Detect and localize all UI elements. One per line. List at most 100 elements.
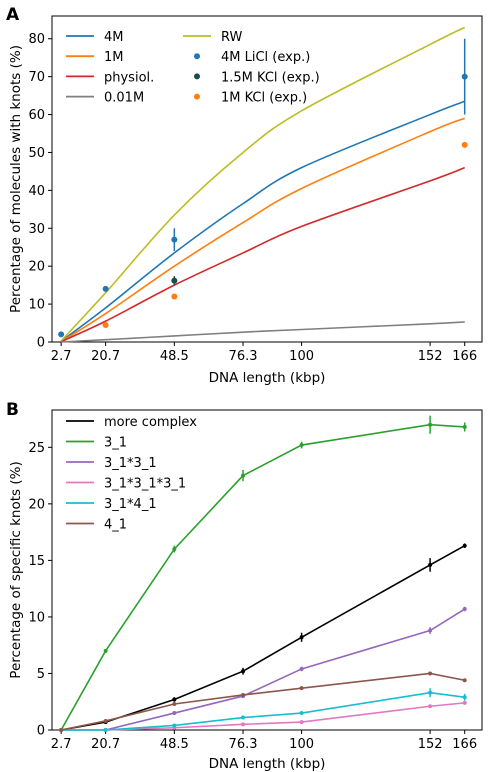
data-point <box>462 607 467 612</box>
legend-label: physiol. <box>104 70 154 85</box>
y-tick-label: 5 <box>37 667 45 682</box>
legend-label: 4M <box>104 30 124 45</box>
series-line-4 <box>61 691 465 731</box>
legend-label: 1M KCl (exp.) <box>221 91 307 106</box>
data-point <box>428 628 433 633</box>
x-tick-label: 48.5 <box>160 349 189 364</box>
legend-label: RW <box>221 30 243 45</box>
plot-frame <box>51 15 483 343</box>
plot-frame <box>51 409 483 731</box>
y-tick-label: 15 <box>28 554 45 569</box>
legend-label: 1M <box>104 50 124 65</box>
legend-label: 4_1 <box>104 518 127 533</box>
x-tick-label: 76.3 <box>229 349 258 364</box>
data-point <box>241 473 246 478</box>
plot-area <box>59 415 467 732</box>
data-point <box>299 666 304 671</box>
y-tick-label: 80 <box>28 32 45 47</box>
legend-label: 3_1*3_1 <box>104 456 157 471</box>
y-tick-label: 10 <box>28 298 45 313</box>
legend-label: more complex <box>104 415 197 430</box>
y-axis-label: Percentage of specific knots (%) <box>8 461 24 678</box>
data-point <box>172 697 177 702</box>
x-tick-label: 2.7 <box>51 737 72 752</box>
series-line-0 <box>60 100 465 342</box>
data-point <box>462 543 467 548</box>
y-tick-label: 25 <box>28 441 45 456</box>
x-tick-label: 20.7 <box>91 349 120 364</box>
series-line-4 <box>60 26 466 342</box>
y-tick-label: 70 <box>28 70 45 85</box>
y-tick-label: 10 <box>28 610 45 625</box>
legend-label: 0.01M <box>104 91 144 106</box>
y-tick-label: 60 <box>28 108 45 123</box>
data-point <box>103 648 108 653</box>
data-point <box>171 293 178 300</box>
x-tick-label: 152 <box>418 737 443 752</box>
x-tick-label: 166 <box>452 737 477 752</box>
plot-area <box>58 26 468 343</box>
data-point <box>462 424 467 429</box>
x-tick-label: 2.7 <box>51 349 72 364</box>
legend-marker <box>194 93 200 100</box>
chart-panel-a: A 2.7 20.7 48.5 76.3 100 152 166 0 10 20 30 40 50 60 70… <box>6 5 483 386</box>
data-point <box>241 692 246 697</box>
data-point <box>59 728 64 732</box>
x-tick-label: 100 <box>289 349 314 364</box>
panel-label: A <box>6 5 20 25</box>
data-point <box>172 723 177 728</box>
data-point <box>171 277 178 284</box>
series-line-3 <box>61 321 465 343</box>
data-point <box>299 720 304 725</box>
data-point <box>102 321 109 328</box>
y-tick-label: 0 <box>37 724 45 739</box>
x-tick-label: 100 <box>289 737 314 752</box>
data-point <box>299 443 304 448</box>
data-point <box>172 701 177 706</box>
data-point <box>103 728 108 732</box>
legend-label: 3_1*3_1*3_1 <box>104 477 186 492</box>
data-point <box>462 700 467 705</box>
x-tick-label: 20.7 <box>91 737 120 752</box>
data-point <box>428 671 433 676</box>
data-point <box>241 715 246 720</box>
series-line-1 <box>60 117 465 343</box>
x-tick-label: 76.3 <box>229 737 258 752</box>
data-point <box>102 285 109 292</box>
legend-label: 3_1*4_1 <box>104 497 157 512</box>
data-point <box>462 678 467 683</box>
y-tick-label: 40 <box>28 184 45 199</box>
data-point <box>299 686 304 691</box>
x-axis-label: DNA length (kbp) <box>209 370 326 386</box>
y-tick-label: 0 <box>37 336 45 351</box>
data-point <box>299 711 304 716</box>
data-point <box>172 711 177 716</box>
series-line-2 <box>60 166 465 343</box>
data-point <box>241 722 246 727</box>
y-tick-label: 20 <box>28 497 45 512</box>
x-axis-label: DNA length (kbp) <box>209 756 326 772</box>
data-point <box>428 690 433 695</box>
data-point <box>58 331 65 338</box>
data-point <box>241 669 246 674</box>
data-point <box>171 236 178 243</box>
data-point <box>461 73 468 80</box>
data-point <box>299 635 304 640</box>
x-tick-label: 166 <box>452 349 477 364</box>
x-tick-label: 152 <box>418 349 443 364</box>
data-point <box>462 695 467 700</box>
legend-marker <box>194 53 200 60</box>
chart-panel-b: B 2.7 20.7 48.5 76.3 100 152 166 0 5 10 15 20 25 DNA l… <box>6 400 483 772</box>
data-point <box>428 422 433 427</box>
x-tick-label: 48.5 <box>160 737 189 752</box>
data-point <box>103 718 108 723</box>
panel-label: B <box>6 400 19 420</box>
y-tick-label: 50 <box>28 146 45 161</box>
data-point <box>172 547 177 552</box>
y-axis-label: Percentage of molecules with knots (%) <box>8 45 24 313</box>
y-tick-label: 30 <box>28 222 45 237</box>
y-tick-label: 20 <box>28 260 45 275</box>
legend-label: 3_1 <box>104 436 127 451</box>
legend-label: 4M LiCl (exp.) <box>221 50 310 65</box>
